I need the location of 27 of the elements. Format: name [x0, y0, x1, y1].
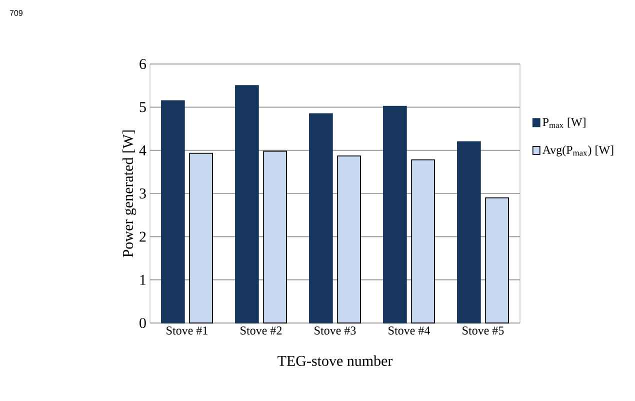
x-tick-label: Stove #2: [240, 326, 282, 335]
bar: [457, 141, 481, 324]
legend-label: P$_{max}$ [W]: [542, 118, 586, 128]
legend-label: Avg(P$_{max}$) [W]: [542, 146, 614, 156]
x-tick-label: Stove #3: [314, 326, 356, 335]
x-tick-label: Stove #1: [166, 326, 208, 335]
bar: [161, 100, 185, 324]
bar: [337, 156, 361, 324]
bar: [189, 152, 213, 324]
bar: [485, 197, 509, 324]
y-tick-label: 1: [140, 274, 146, 285]
y-axis-title: Power generated [W]: [122, 130, 136, 258]
y-tick-label: 5: [140, 102, 146, 112]
text: 709: [10, 10, 22, 16]
bar: [263, 150, 287, 324]
bar: [309, 113, 333, 324]
y-tick-label: 3: [140, 188, 146, 199]
bar: [383, 106, 407, 324]
bar: [235, 85, 259, 324]
y-tick-label: 2: [140, 232, 146, 242]
y-tick-label: 4: [139, 145, 146, 156]
x-axis-title: TEG-stove number: [278, 355, 393, 366]
x-tick-label: Stove #4: [388, 326, 430, 335]
y-tick-label: 6: [140, 58, 146, 70]
bar: [411, 159, 435, 324]
x-tick-label: Stove #5: [462, 326, 504, 335]
y-tick-label: 0: [140, 318, 146, 328]
